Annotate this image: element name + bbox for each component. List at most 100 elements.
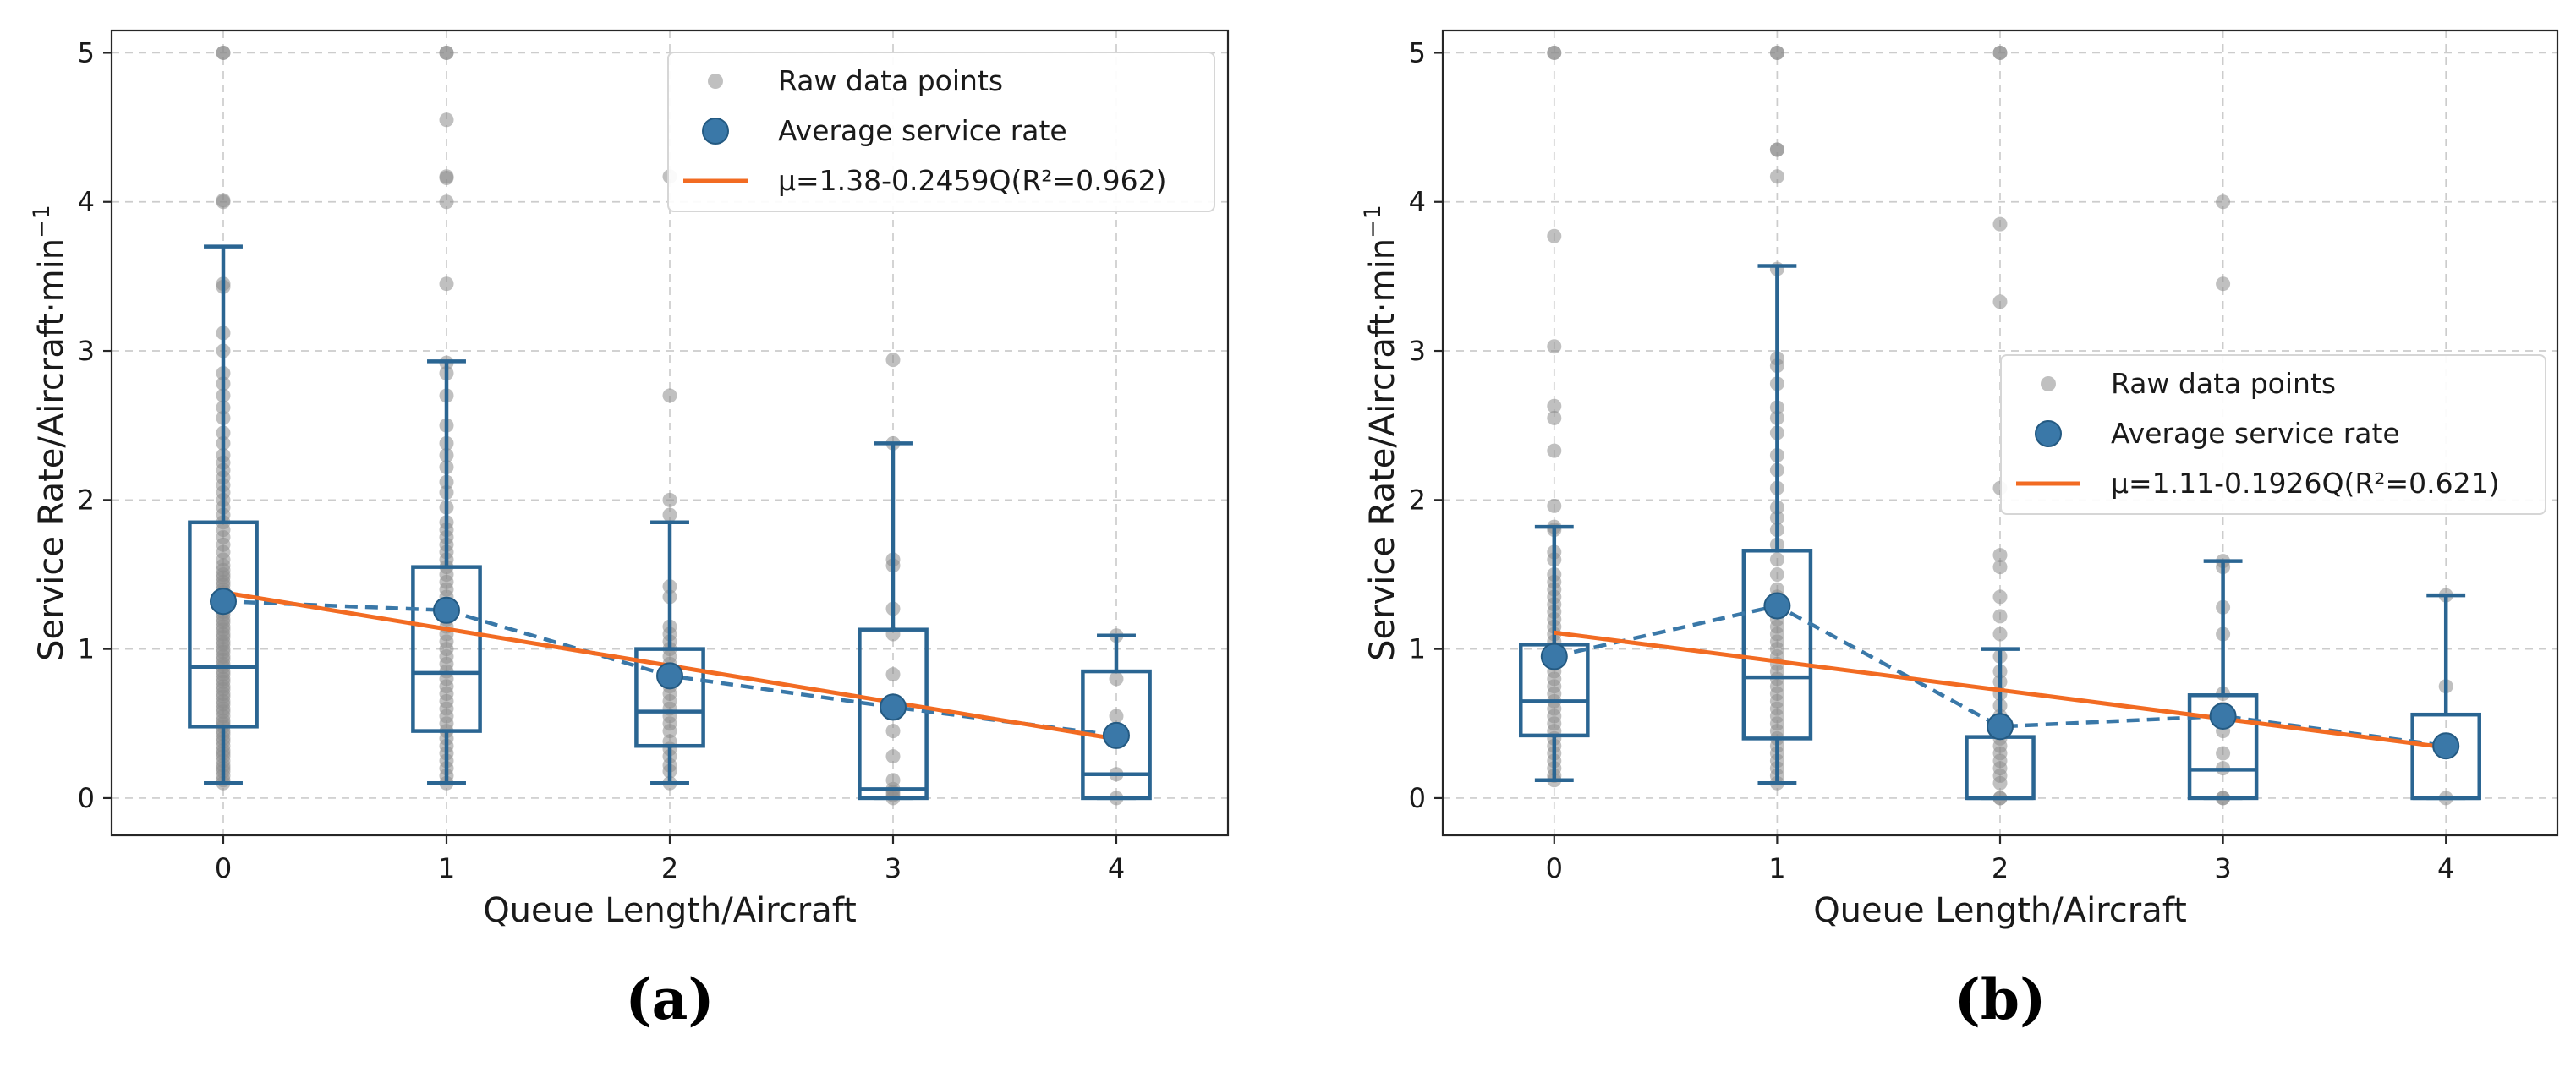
x-axis-title: Queue Length/Aircraft (483, 891, 857, 930)
x-tick-label: 4 (1108, 852, 1125, 884)
y-tick-label: 4 (1409, 186, 1426, 218)
raw-point (1547, 443, 1562, 458)
y-tick-label: 4 (78, 186, 95, 218)
legend-frame (2000, 354, 2546, 515)
y-tick-label: 0 (1409, 782, 1426, 814)
legend-raw-marker (2041, 376, 2056, 391)
raw-point (885, 773, 901, 788)
panel-label: (b) (1954, 966, 2047, 1032)
raw-point (216, 193, 231, 208)
legend-frame (667, 52, 1215, 212)
box-q1 (1741, 264, 1813, 785)
average-point (210, 588, 237, 616)
raw-point (1992, 548, 2008, 563)
raw-point (1547, 45, 1562, 60)
raw-point (1547, 498, 1562, 513)
average-point (1103, 721, 1130, 749)
legend-label: Raw data points (778, 64, 1003, 97)
raw-point (885, 353, 901, 368)
raw-point (1992, 589, 2008, 605)
legend-label: μ=1.38-0.2459Q(R²=0.962) (778, 164, 1167, 197)
raw-point (1992, 609, 2008, 624)
box-q3 (2187, 559, 2259, 801)
y-tick-label: 2 (1409, 484, 1426, 516)
box-body (858, 627, 929, 801)
legend-average-marker (702, 118, 729, 145)
box-q1 (411, 359, 482, 785)
y-tick-label: 2 (78, 484, 95, 516)
x-tick-label: 2 (1992, 852, 2009, 884)
y-axis-title-main: Service Rate/Aircraft·min (32, 238, 71, 661)
raw-point (1769, 566, 1784, 582)
y-tick-label: 5 (1409, 36, 1426, 68)
raw-point (439, 276, 454, 292)
y-axis-title-main: Service Rate/Aircraft·min (1363, 238, 1402, 661)
y-tick-label: 3 (1409, 335, 1426, 367)
raw-point (439, 194, 454, 210)
box-body (1741, 549, 1813, 741)
raw-points (216, 45, 1124, 806)
x-tick-label: 4 (2437, 852, 2454, 884)
raw-point (662, 388, 677, 403)
box-q3 (858, 441, 929, 801)
legend-label: Raw data points (2111, 367, 2336, 400)
raw-point (216, 45, 231, 60)
box-body (2187, 693, 2259, 801)
raw-point (439, 169, 454, 184)
raw-point (885, 749, 901, 764)
raw-point (1769, 142, 1784, 157)
average-point (880, 693, 907, 721)
raw-point (1992, 294, 2008, 309)
y-axis-title: Service Rate/Aircraft·min−1 (1360, 205, 1402, 661)
y-axis-title: Service Rate/Aircraft·min−1 (29, 205, 71, 661)
x-tick-label: 2 (661, 852, 678, 884)
x-tick-label: 1 (1768, 852, 1785, 884)
legend-label: μ=1.11-0.1926Q(R²=0.621) (2111, 467, 2500, 500)
average-point (2432, 732, 2460, 760)
average-point (1540, 643, 1568, 670)
x-tick-label: 0 (215, 852, 232, 884)
y-tick-label: 1 (78, 633, 95, 665)
raw-point (1769, 169, 1784, 184)
raw-point (662, 507, 677, 523)
raw-point (1547, 410, 1562, 425)
raw-point (1547, 339, 1562, 354)
average-point (656, 662, 683, 690)
raw-point (439, 112, 454, 128)
average-point (1987, 713, 2014, 741)
raw-point (1109, 709, 1124, 724)
raw-point (1992, 216, 2008, 232)
legend: Raw data points Average service rate μ=1.1… (2000, 354, 2546, 515)
x-axis-title: Queue Length/Aircraft (1813, 891, 2187, 930)
y-axis-title-exponent: −1 (29, 205, 55, 238)
box-q2 (634, 520, 705, 785)
legend-label: Average service rate (778, 114, 1067, 147)
raw-point (1992, 560, 2008, 575)
box-body (634, 647, 705, 748)
raw-point (1769, 552, 1784, 567)
raw-point (1109, 671, 1124, 687)
x-tick-label: 3 (2214, 852, 2231, 884)
box-body (411, 565, 482, 733)
raw-point (1992, 627, 2008, 642)
raw-point (2216, 194, 2231, 210)
raw-point (439, 45, 454, 60)
legend-average-marker (2035, 420, 2062, 447)
y-tick-label: 5 (78, 36, 95, 68)
box-q0 (188, 244, 259, 785)
box-q4 (2410, 593, 2481, 801)
average-point (433, 596, 460, 624)
y-axis-title-exponent: −1 (1360, 205, 1386, 238)
x-tick-label: 0 (1546, 852, 1563, 884)
panel-label: (a) (625, 966, 714, 1032)
raw-point (2216, 276, 2231, 292)
legend-raw-marker (708, 74, 723, 89)
fit-line (1554, 630, 2447, 750)
raw-point (885, 724, 901, 739)
raw-point (1769, 45, 1784, 60)
box-body (188, 520, 259, 729)
raw-point (885, 667, 901, 682)
y-tick-label: 1 (1409, 633, 1426, 665)
